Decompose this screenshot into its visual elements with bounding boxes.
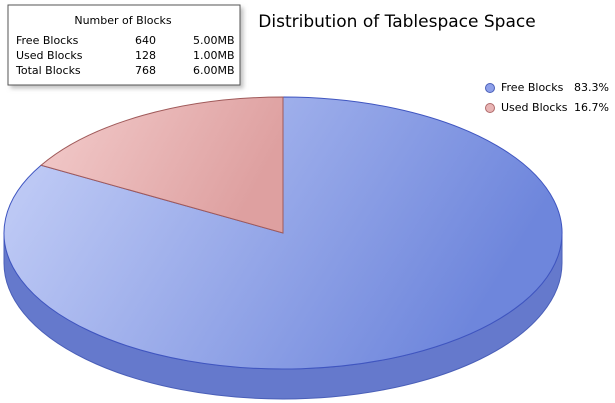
table-cell: 6.00MB [193, 64, 235, 77]
table-cell: Total Blocks [15, 64, 81, 77]
legend-value: 83.3% [574, 81, 609, 94]
table-box [7, 4, 241, 86]
pie-slice [40, 96, 284, 234]
table-title: Number of Blocks [74, 14, 172, 27]
table-cell: 1.00MB [193, 49, 235, 62]
chart-title: Distribution of Tablespace Space [258, 12, 535, 32]
legend-swatch [485, 103, 495, 113]
legend-label: Free Blocks [501, 81, 564, 94]
legend-swatch [485, 83, 495, 93]
legend-value: 16.7% [574, 101, 609, 114]
data-table: Number of Blocks Free Blocks 640 5.00MB Use… [7, 4, 241, 86]
table-cell: Free Blocks [16, 34, 79, 47]
table-cell: 5.00MB [193, 34, 235, 47]
table-cell: 640 [135, 34, 156, 47]
table-cell: Used Blocks [16, 49, 83, 62]
table-cell: 128 [135, 49, 156, 62]
legend-label: Used Blocks [501, 101, 568, 114]
table-cell: 768 [135, 64, 156, 77]
